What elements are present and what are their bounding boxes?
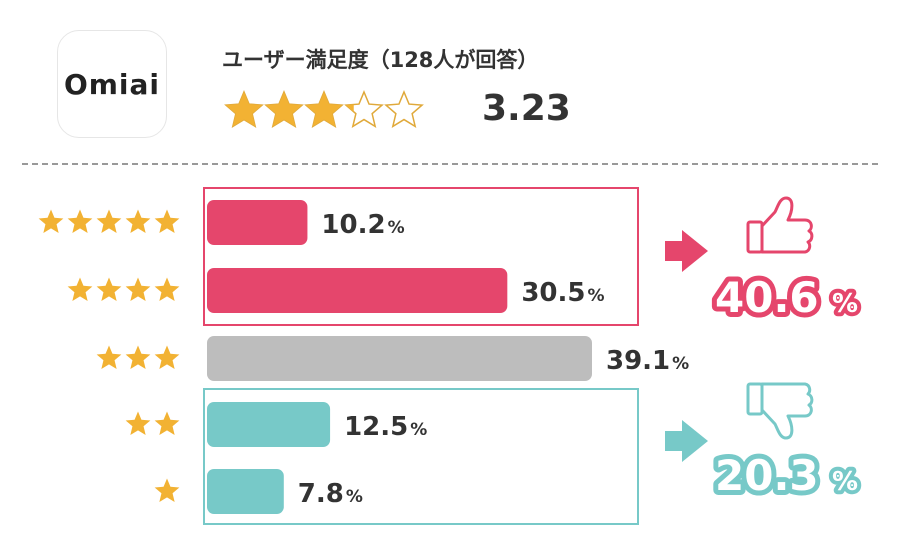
rating-stars [224, 90, 424, 128]
positive-summary-value: 40.6 [715, 273, 819, 322]
bar-2-star [207, 402, 331, 447]
category-label-5-star: ★★★★★ [38, 209, 180, 234]
bar-5-star [207, 200, 308, 245]
negative-summary-unit: % [832, 467, 858, 497]
category-star-icon [154, 345, 180, 370]
positive-frame [203, 187, 639, 326]
positive-summary-unit: % [832, 289, 858, 319]
category-star-icon [125, 345, 151, 370]
divider [22, 163, 878, 165]
app-logo: Omiai [57, 30, 167, 138]
rating-score: 3.23 [482, 88, 571, 129]
category-star-icon [96, 345, 122, 370]
category-star-icon [154, 277, 180, 302]
category-label-4-star: ★★★★ [67, 277, 180, 302]
page-title: ユーザー満足度（128人が回答） [222, 48, 539, 72]
category-label-2-star: ★★ [125, 411, 180, 436]
category-star-icon [125, 209, 151, 234]
bar-1-star [207, 469, 284, 514]
rating-star-outline [344, 90, 384, 128]
category-star-icon [67, 209, 93, 234]
rating-star-filled [265, 92, 303, 127]
bar-4-star [207, 268, 508, 313]
bar-3-star [207, 336, 592, 381]
category-label-3-star: ★★★ [96, 345, 180, 370]
rating-star-filled [305, 92, 343, 127]
negative-summary-value: 20.3 [715, 451, 819, 500]
bar-value-label: 30.5% [521, 278, 604, 308]
thumbs-down-icon [746, 382, 814, 440]
rating-star-filled [225, 92, 263, 127]
app-logo-text: Omiai [63, 67, 161, 101]
negative-arrow-icon [665, 420, 708, 462]
bar-value-label: 10.2% [321, 210, 404, 240]
thumbs-up-icon [746, 196, 814, 254]
rating-star-filled [345, 104, 354, 127]
category-star-icon [154, 478, 180, 503]
bar-value-label: 12.5% [344, 412, 427, 442]
category-star-icon [125, 277, 151, 302]
category-label-1-star: ★ [154, 478, 180, 503]
category-star-icon [154, 411, 180, 436]
rating-star-outline [384, 90, 424, 128]
positive-arrow-icon [665, 230, 708, 272]
category-star-icon [96, 277, 122, 302]
bar-value-label: 7.8% [298, 479, 363, 509]
negative-frame [203, 388, 639, 525]
category-star-icon [125, 411, 151, 436]
category-star-icon [67, 277, 93, 302]
category-star-icon [154, 209, 180, 234]
category-star-icon [38, 209, 64, 234]
category-star-icon [96, 209, 122, 234]
bar-value-label: 39.1% [606, 346, 689, 376]
